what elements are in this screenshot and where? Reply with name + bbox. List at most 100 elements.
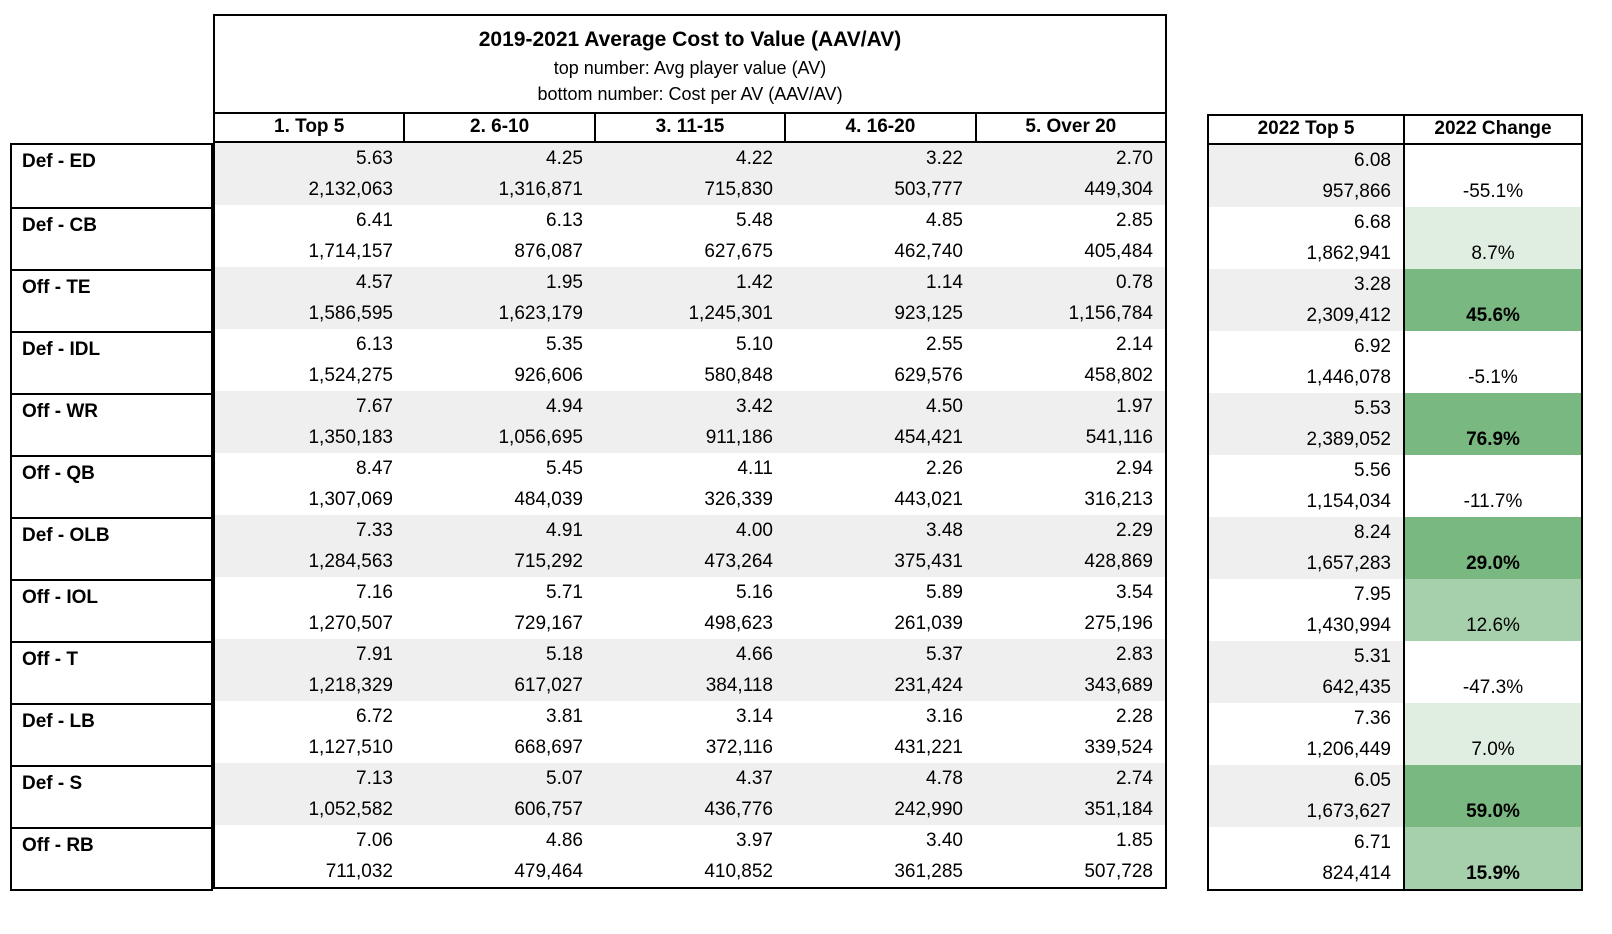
- row-label: Off - TE: [12, 269, 211, 331]
- cost-value-2022: 1,657,283: [1306, 553, 1391, 574]
- value-cell: 3.54 275,196: [975, 577, 1165, 639]
- av-value: 4.66: [736, 644, 773, 665]
- cost-value: 1,270,507: [308, 613, 393, 634]
- row-label: Def - ED: [22, 151, 96, 172]
- cost-value: 1,127,510: [308, 737, 393, 758]
- table-row-2022: 5.56 1,154,034 -11.7%: [1209, 455, 1581, 517]
- change-cell-2022: -11.7%: [1405, 455, 1581, 517]
- change-cell-2022: 59.0%: [1405, 765, 1581, 827]
- column-header-16-20: 4. 16-20: [786, 114, 977, 141]
- value-cell: 7.67 1,350,183: [215, 391, 405, 453]
- table-row: 7.67 1,350,183 4.94 1,056,695 3.42 911,186 4.5…: [215, 391, 1165, 453]
- av-value: 5.07: [546, 768, 583, 789]
- change-value-2022: -11.7%: [1463, 491, 1523, 512]
- av-value-2022: 6.68: [1354, 212, 1391, 233]
- table-row: 7.91 1,218,329 5.18 617,027 4.66 384,118 5.37 2…: [215, 639, 1165, 701]
- value-cell-2022: 6.71 824,414: [1209, 827, 1405, 889]
- cost-value-2022: 957,866: [1322, 181, 1391, 202]
- value-cell: 4.91 715,292: [405, 515, 595, 577]
- value-cell: 3.22 503,777: [785, 143, 975, 205]
- cost-value: 428,869: [1084, 551, 1153, 572]
- value-cell: 4.22 715,830: [595, 143, 785, 205]
- row-label: Def - LB: [12, 703, 211, 765]
- column-header-2022-top5: 2022 Top 5: [1209, 116, 1405, 143]
- cost-value: 242,990: [894, 799, 963, 820]
- av-value-2022: 6.05: [1354, 770, 1391, 791]
- cost-value: 1,218,329: [308, 675, 393, 696]
- cost-value-2022: 1,446,078: [1306, 367, 1391, 388]
- av-value-2022: 6.71: [1354, 832, 1391, 853]
- table-row-2022: 6.05 1,673,627 59.0%: [1209, 765, 1581, 827]
- value-cell-2022: 3.28 2,309,412: [1209, 269, 1405, 331]
- value-cell: 5.07 606,757: [405, 763, 595, 825]
- table-row-2022: 6.92 1,446,078 -5.1%: [1209, 331, 1581, 393]
- change-value-2022: 45.6%: [1466, 305, 1520, 326]
- av-value-2022: 5.56: [1354, 460, 1391, 481]
- value-cell: 6.13 876,087: [405, 205, 595, 267]
- column-header-top5: 1. Top 5: [215, 114, 406, 141]
- av-value: 3.22: [926, 148, 963, 169]
- change-cell-2022: -55.1%: [1405, 145, 1581, 207]
- av-value: 4.57: [356, 272, 393, 293]
- right-data-area: 6.08 957,866 -55.1% 6.68 1,862,941 8.7% 3.28 2,…: [1209, 145, 1581, 889]
- change-cell-2022: 12.6%: [1405, 579, 1581, 641]
- table-row-2022: 5.31 642,435 -47.3%: [1209, 641, 1581, 703]
- av-value: 4.85: [926, 210, 963, 231]
- change-cell-2022: -47.3%: [1405, 641, 1581, 703]
- av-value: 5.16: [736, 582, 773, 603]
- value-cell: 5.10 580,848: [595, 329, 785, 391]
- cost-value-2022: 1,154,034: [1306, 491, 1391, 512]
- av-value: 0.78: [1116, 272, 1153, 293]
- value-cell: 4.78 242,990: [785, 763, 975, 825]
- value-cell: 5.89 261,039: [785, 577, 975, 639]
- value-cell: 4.94 1,056,695: [405, 391, 595, 453]
- cost-value: 372,116: [705, 737, 773, 758]
- value-cell: 3.48 375,431: [785, 515, 975, 577]
- value-cell: 1.97 541,116: [975, 391, 1165, 453]
- av-value: 7.91: [356, 644, 393, 665]
- av-value: 4.11: [737, 458, 773, 479]
- table-row: 6.41 1,714,157 6.13 876,087 5.48 627,675 4.85 4…: [215, 205, 1165, 267]
- av-value: 3.81: [546, 706, 583, 727]
- av-value: 5.63: [356, 148, 393, 169]
- change-value-2022: -47.3%: [1462, 677, 1524, 698]
- value-cell-2022: 5.53 2,389,052: [1209, 393, 1405, 455]
- av-value-2022: 5.31: [1354, 646, 1391, 667]
- value-cell: 3.16 431,221: [785, 701, 975, 763]
- table-row: 7.16 1,270,507 5.71 729,167 5.16 498,623 5.89 2…: [215, 577, 1165, 639]
- value-cell: 5.37 231,424: [785, 639, 975, 701]
- value-cell: 5.71 729,167: [405, 577, 595, 639]
- cost-value: 405,484: [1084, 241, 1153, 262]
- value-cell: 2.28 339,524: [975, 701, 1165, 763]
- value-cell: 6.41 1,714,157: [215, 205, 405, 267]
- cost-value: 1,052,582: [308, 799, 393, 820]
- value-cell: 7.13 1,052,582: [215, 763, 405, 825]
- av-value: 6.13: [356, 334, 393, 355]
- table-title-box: 2019-2021 Average Cost to Value (AAV/AV)…: [215, 16, 1165, 114]
- column-header-over-20: 5. Over 20: [1025, 116, 1117, 137]
- row-label: Def - S: [12, 765, 211, 827]
- cost-value: 668,697: [514, 737, 583, 758]
- av-value: 8.47: [356, 458, 393, 479]
- cost-value-2022: 1,862,941: [1306, 243, 1391, 264]
- cost-value: 627,675: [704, 241, 773, 262]
- cost-value: 458,802: [1084, 365, 1153, 386]
- cost-value: 473,264: [704, 551, 773, 572]
- cost-value-2022: 1,673,627: [1306, 801, 1391, 822]
- av-value-2022: 8.24: [1354, 522, 1391, 543]
- av-value: 4.91: [546, 520, 583, 541]
- value-cell: 5.16 498,623: [595, 577, 785, 639]
- change-cell-2022: 7.0%: [1405, 703, 1581, 765]
- av-value: 3.54: [1116, 582, 1153, 603]
- cost-value: 629,576: [894, 365, 963, 386]
- cost-value: 275,196: [1084, 613, 1153, 634]
- cost-value: 454,421: [894, 427, 963, 448]
- cost-value: 1,714,157: [308, 241, 393, 262]
- av-value: 4.78: [926, 768, 963, 789]
- table-row: 7.33 1,284,563 4.91 715,292 4.00 473,264 3.48 3…: [215, 515, 1165, 577]
- av-value: 5.18: [546, 644, 583, 665]
- change-cell-2022: 45.6%: [1405, 269, 1581, 331]
- value-cell: 4.11 326,339: [595, 453, 785, 515]
- av-value: 5.35: [546, 334, 583, 355]
- value-cell: 2.83 343,689: [975, 639, 1165, 701]
